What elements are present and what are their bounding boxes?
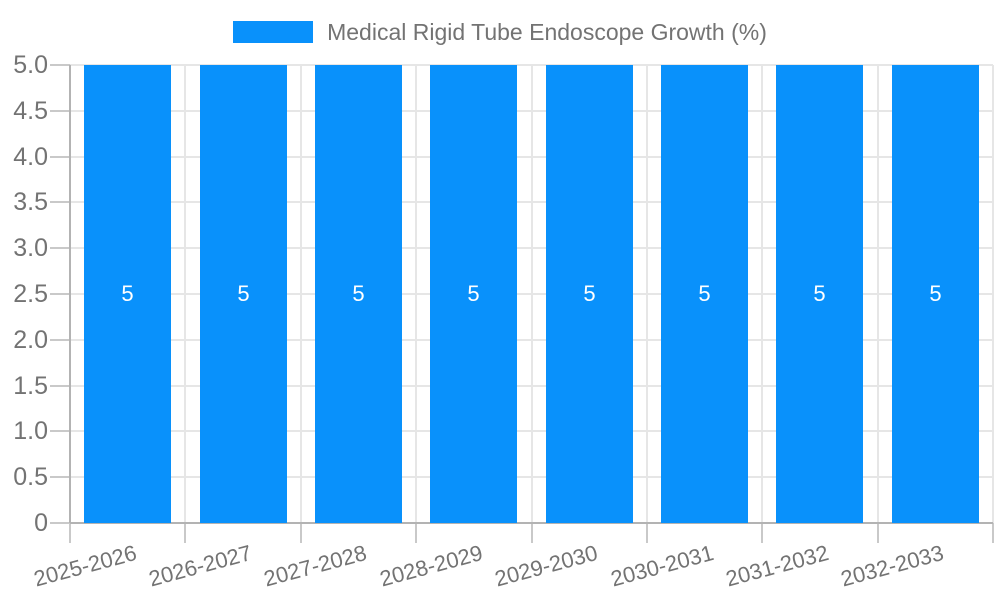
gridline-vertical	[761, 65, 763, 523]
y-axis-tick-label: 4.5	[13, 97, 48, 125]
bar[interactable]: 5	[661, 65, 748, 523]
bar-value-label: 5	[237, 281, 250, 306]
gridline-vertical	[646, 65, 648, 523]
y-axis-tick-label: 5.0	[13, 51, 48, 79]
y-axis-tick-label: 2.5	[13, 280, 48, 308]
bar[interactable]: 5	[892, 65, 979, 523]
y-axis-tick	[50, 247, 70, 249]
bar-value-label: 5	[698, 281, 711, 306]
x-axis-tick	[300, 523, 302, 543]
x-axis-tick	[415, 523, 417, 543]
y-axis-tick-label: 0	[34, 509, 48, 537]
y-axis-line	[69, 65, 71, 523]
y-axis-tick-label: 0.5	[13, 463, 48, 491]
y-axis-tick	[50, 430, 70, 432]
x-axis-tick	[646, 523, 648, 543]
gridline-vertical	[877, 65, 879, 523]
y-axis-tick	[50, 385, 70, 387]
y-axis-tick-label: 1.0	[13, 417, 48, 445]
bar[interactable]: 5	[430, 65, 517, 523]
x-axis-line	[70, 522, 993, 524]
y-axis-tick	[50, 476, 70, 478]
gridline-vertical	[184, 65, 186, 523]
y-axis-tick	[50, 110, 70, 112]
y-axis-tick	[50, 156, 70, 158]
x-axis-tick	[531, 523, 533, 543]
y-axis-tick-label: 2.0	[13, 326, 48, 354]
y-axis-tick	[50, 201, 70, 203]
bar-value-label: 5	[121, 281, 134, 306]
bar-value-label: 5	[813, 281, 826, 306]
x-axis-tick	[184, 523, 186, 543]
y-axis-tick	[50, 293, 70, 295]
legend-label: Medical Rigid Tube Endoscope Growth (%)	[327, 18, 767, 45]
bar-value-label: 5	[467, 281, 480, 306]
bar[interactable]: 5	[776, 65, 863, 523]
gridline-vertical	[992, 65, 994, 523]
bar-value-label: 5	[352, 281, 365, 306]
legend[interactable]: Medical Rigid Tube Endoscope Growth (%)	[0, 17, 1000, 47]
gridline-vertical	[300, 65, 302, 523]
y-axis-tick	[50, 339, 70, 341]
bar[interactable]: 5	[315, 65, 402, 523]
bar-value-label: 5	[583, 281, 596, 306]
gridline-vertical	[415, 65, 417, 523]
gridline-vertical	[531, 65, 533, 523]
y-axis-tick-label: 1.5	[13, 372, 48, 400]
legend-swatch-icon	[233, 21, 314, 43]
x-axis-tick	[69, 523, 71, 543]
x-axis-tick	[877, 523, 879, 543]
y-axis-tick-label: 3.5	[13, 188, 48, 216]
y-axis-tick-label: 3.0	[13, 234, 48, 262]
bar[interactable]: 5	[200, 65, 287, 523]
bar-value-label: 5	[929, 281, 942, 306]
y-axis-tick	[50, 522, 70, 524]
bar[interactable]: 5	[546, 65, 633, 523]
y-axis-tick	[50, 64, 70, 66]
x-axis-tick	[992, 523, 994, 543]
y-axis-tick-label: 4.0	[13, 143, 48, 171]
bar[interactable]: 5	[84, 65, 171, 523]
x-axis-tick	[761, 523, 763, 543]
